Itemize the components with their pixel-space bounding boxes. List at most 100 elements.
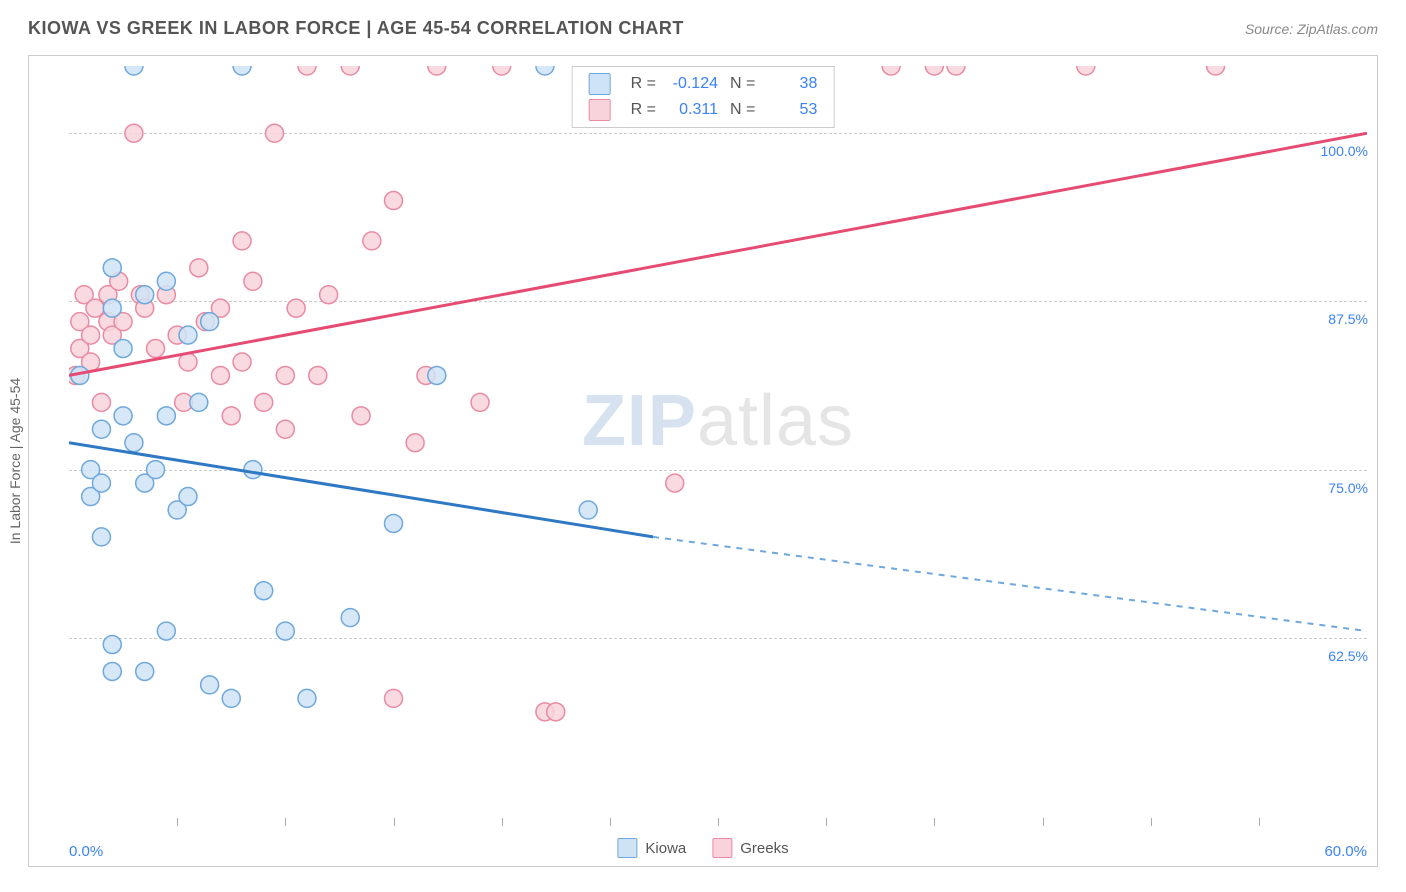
data-point — [103, 326, 121, 344]
x-tick — [502, 818, 503, 826]
data-point — [157, 407, 175, 425]
kiowa-r-value: -0.124 — [668, 75, 718, 93]
data-point — [1077, 66, 1095, 75]
data-point — [925, 66, 943, 75]
x-tick — [1259, 818, 1260, 826]
plot-svg — [69, 66, 1367, 806]
greeks-swatch-icon — [589, 99, 611, 121]
x-axis-min: 0.0% — [69, 843, 103, 860]
data-point — [428, 66, 446, 75]
data-point — [175, 393, 193, 411]
x-tick — [1043, 818, 1044, 826]
kiowa-n-value: 38 — [767, 75, 817, 93]
x-tick — [826, 818, 827, 826]
data-point — [406, 434, 424, 452]
chart-area: In Labor Force | Age 45-54 ZIPatlas 62.5… — [28, 55, 1378, 867]
legend-item-kiowa: Kiowa — [617, 838, 686, 858]
data-point — [92, 528, 110, 546]
data-point — [196, 313, 214, 331]
data-point — [536, 66, 554, 75]
greeks-r-value: 0.311 — [668, 101, 718, 119]
data-point — [493, 66, 511, 75]
data-point — [385, 689, 403, 707]
x-tick — [718, 818, 719, 826]
data-point — [276, 420, 294, 438]
x-axis-max: 60.0% — [1324, 843, 1367, 860]
data-point — [125, 434, 143, 452]
legend-item-greeks: Greeks — [712, 838, 788, 858]
chart-header: KIOWA VS GREEK IN LABOR FORCE | AGE 45-5… — [0, 0, 1406, 49]
data-point — [201, 676, 219, 694]
x-tick — [1151, 818, 1152, 826]
watermark-atlas: atlas — [697, 381, 854, 461]
data-point — [536, 703, 554, 721]
data-point — [233, 232, 251, 250]
data-point — [114, 340, 132, 358]
gridline — [69, 638, 1367, 639]
data-point — [179, 353, 197, 371]
data-point — [341, 66, 359, 75]
greeks-n-label: N = — [730, 101, 755, 119]
data-point — [190, 393, 208, 411]
gridline — [69, 301, 1367, 302]
data-point — [110, 272, 128, 290]
data-point — [82, 326, 100, 344]
legend-kiowa-swatch-icon — [617, 838, 637, 858]
chart-title: KIOWA VS GREEK IN LABOR FORCE | AGE 45-5… — [28, 18, 684, 39]
data-point — [82, 353, 100, 371]
data-point — [1207, 66, 1225, 75]
chart-source: Source: ZipAtlas.com — [1245, 21, 1378, 37]
data-point — [136, 662, 154, 680]
data-point — [103, 662, 121, 680]
y-tick-label: 100.0% — [1317, 143, 1372, 159]
data-point — [255, 393, 273, 411]
data-point — [99, 313, 117, 331]
data-point — [666, 474, 684, 492]
data-point — [125, 66, 143, 75]
data-point — [341, 609, 359, 627]
data-point — [103, 259, 121, 277]
gridline — [69, 133, 1367, 134]
data-point — [255, 582, 273, 600]
y-tick-label: 87.5% — [1324, 311, 1372, 327]
legend-greeks-swatch-icon — [712, 838, 732, 858]
correlation-stats-box: R = -0.124 N = 38 R = 0.311 N = 53 — [572, 66, 835, 128]
data-point — [244, 272, 262, 290]
data-point — [352, 407, 370, 425]
data-point — [579, 501, 597, 519]
data-point — [547, 703, 565, 721]
y-tick-label: 62.5% — [1324, 648, 1372, 664]
data-point — [179, 326, 197, 344]
data-point — [233, 353, 251, 371]
data-point — [92, 420, 110, 438]
kiowa-r-label: R = — [631, 75, 656, 93]
data-point — [114, 313, 132, 331]
data-point — [233, 66, 251, 75]
data-point — [417, 366, 435, 384]
data-point — [947, 66, 965, 75]
legend-kiowa-label: Kiowa — [645, 840, 686, 857]
data-point — [309, 366, 327, 384]
data-point — [385, 514, 403, 532]
trend-line-kiowa-solid — [69, 443, 653, 537]
watermark: ZIPatlas — [582, 380, 854, 462]
x-tick — [610, 818, 611, 826]
watermark-zip: ZIP — [582, 381, 697, 461]
data-point — [82, 488, 100, 506]
data-point — [201, 313, 219, 331]
data-point — [179, 488, 197, 506]
data-point — [71, 313, 89, 331]
data-point — [168, 501, 186, 519]
data-point — [92, 474, 110, 492]
data-point — [136, 474, 154, 492]
data-point — [363, 232, 381, 250]
y-tick-label: 75.0% — [1324, 480, 1372, 496]
data-point — [157, 272, 175, 290]
legend: Kiowa Greeks — [617, 838, 788, 858]
data-point — [211, 366, 229, 384]
data-point — [276, 366, 294, 384]
y-axis-label: In Labor Force | Age 45-54 — [7, 378, 23, 544]
data-point — [222, 407, 240, 425]
trend-line-kiowa-dashed — [653, 537, 1367, 631]
plot-region: ZIPatlas 62.5%75.0%87.5%100.0% — [69, 66, 1367, 806]
